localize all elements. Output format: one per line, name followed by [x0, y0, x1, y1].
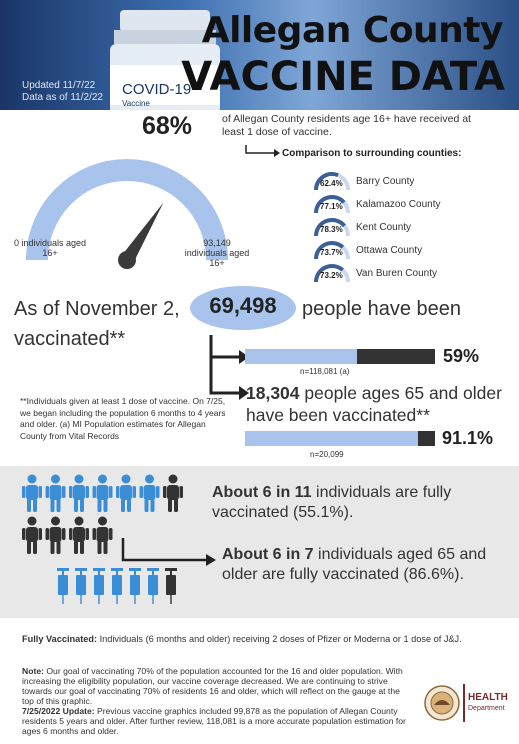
syringe-icon: [147, 568, 159, 604]
logo-divider: [463, 684, 465, 722]
branch-arrows-icon: [209, 335, 249, 400]
progress-fill-65: [245, 431, 419, 446]
county-seal-logo: [424, 685, 460, 721]
county-name: Kalamazoo County: [356, 199, 441, 210]
count-highlight: [190, 286, 296, 330]
county-percent: 73.7%: [320, 248, 343, 257]
person-icon: [69, 516, 89, 554]
county-percent: 62.4%: [320, 179, 343, 188]
progress-n-65: n=20,099: [310, 450, 344, 459]
fully-vaccinated-all: About 6 in 11 individuals are fully vacc…: [212, 483, 512, 523]
gauge-needle: [121, 202, 164, 264]
as-of-prefix: As of November 2,: [14, 298, 180, 320]
dept-name-line2: Department: [468, 705, 505, 712]
progress-bar-65: [245, 431, 435, 446]
age65-rest: people ages 65 and older have been vacci…: [246, 383, 502, 425]
person-icon: [116, 474, 136, 512]
note-body: Our goal of vaccinating 70% of the popul…: [22, 666, 403, 706]
county-percent: 78.3%: [320, 225, 343, 234]
fully-65-rest: individuals aged 65 and older are fully …: [222, 546, 487, 583]
age65-text: 18,304 people ages 65 and older have bee…: [246, 382, 516, 426]
person-icon: [45, 516, 66, 554]
definition-text: Fully Vaccinated: Individuals (6 months …: [22, 634, 502, 645]
county-row: 78.3% Kent County: [310, 216, 510, 238]
progress-percent-65: 91.1%: [442, 428, 494, 448]
age65-count: 18,304: [246, 383, 300, 403]
person-icon: [69, 474, 89, 512]
as-of-line2: vaccinated**: [14, 328, 126, 350]
dept-name-line1: HEALTH: [468, 692, 508, 703]
vaccine-vial-image: COVID-19 Vaccine: [110, 10, 220, 110]
county-name: Van Buren County: [356, 268, 437, 279]
person-icon: [92, 516, 113, 554]
progress-percent-all: 59%: [443, 346, 480, 366]
page-title-line2: VACCINE DATA: [181, 54, 505, 100]
syringe-icon: [57, 568, 69, 604]
county-name: Ottawa County: [356, 245, 423, 256]
gauge-hub: [118, 251, 136, 269]
vaccinated-count: 69,498: [209, 293, 277, 318]
vaccination-gauge: [26, 159, 228, 269]
comparison-title: Comparison to surrounding counties:: [282, 148, 462, 159]
progress-bar-all: [245, 349, 435, 364]
syringe-icons: [57, 568, 177, 604]
person-icon: [92, 474, 113, 512]
fully-65-ratio: About 6 in 7: [222, 546, 314, 563]
progress-fill-all: [245, 349, 358, 364]
header-banner: COVID-19 Vaccine Updated 11/7/22 Data as…: [0, 0, 519, 110]
person-icon: [22, 474, 42, 512]
vial-label: COVID-19: [122, 81, 191, 98]
syringe-icon: [165, 568, 177, 604]
fully-vaccinated-65: About 6 in 7 individuals aged 65 and old…: [222, 545, 512, 585]
update-label: 7/25/2022 Update:: [22, 706, 95, 716]
gauge-percent: 68%: [142, 112, 193, 140]
county-percent: 73.2%: [320, 271, 343, 280]
county-row: 77.1% Kalamazoo County: [310, 193, 510, 215]
as-of-suffix: people have been: [302, 298, 462, 320]
county-name: Barry County: [356, 176, 415, 187]
updated-info: Updated 11/7/22 Data as of 11/2/22: [22, 80, 103, 104]
mini-gauge-icon: [314, 241, 350, 260]
updated-date: Updated 11/7/22: [22, 80, 96, 91]
note-label: Note:: [22, 666, 44, 676]
county-row: 73.7% Ottawa County: [310, 239, 510, 261]
definition-label: Fully Vaccinated:: [22, 634, 98, 644]
gauge-max-label: 93,149 individuals aged 16+: [184, 238, 250, 268]
syringe-icon: [111, 568, 123, 604]
arrow-right-icon: [121, 538, 216, 566]
county-percent: 77.1%: [320, 202, 343, 211]
people-icons: [22, 474, 183, 554]
county-row: 62.4% Barry County: [310, 170, 510, 192]
syringe-icon: [129, 568, 141, 604]
gauge-arc: [26, 159, 228, 261]
person-icon: [139, 474, 160, 512]
syringe-icon: [75, 568, 87, 604]
person-icon: [22, 516, 42, 554]
footnote: **Individuals given at least 1 dose of v…: [20, 396, 226, 441]
page-title-line1: Allegan County: [201, 10, 504, 51]
county-name: Kent County: [356, 222, 412, 233]
update-body: Previous vaccine graphics included 99,87…: [22, 706, 406, 736]
data-as-of-date: Data as of 11/2/22: [22, 92, 103, 103]
fully-all-ratio: About 6 in 11: [212, 484, 312, 501]
gauge-min-label: 0 individuals aged 16+: [13, 238, 87, 258]
mini-gauge-icon: [314, 172, 350, 191]
person-icon: [45, 474, 66, 512]
fully-all-rest: individuals are fully vaccinated (55.1%)…: [212, 484, 452, 521]
definition-body: Individuals (6 months and older) receivi…: [97, 634, 462, 644]
county-row: 73.2% Van Buren County: [310, 262, 510, 284]
mini-gauge-icon: [314, 218, 350, 237]
person-icon: [163, 474, 183, 512]
mini-gauge-icon: [314, 264, 350, 283]
gauge-description: of Allegan County residents age 16+ have…: [222, 113, 471, 138]
vial-sub: Vaccine: [122, 99, 150, 108]
syringe-icon: [93, 568, 105, 604]
arrow-right-icon: [245, 145, 280, 157]
progress-n-all: n=118,081 (a): [300, 367, 350, 376]
mini-gauge-icon: [314, 195, 350, 214]
note-text: Note: Our goal of vaccinating 70% of the…: [22, 666, 412, 736]
